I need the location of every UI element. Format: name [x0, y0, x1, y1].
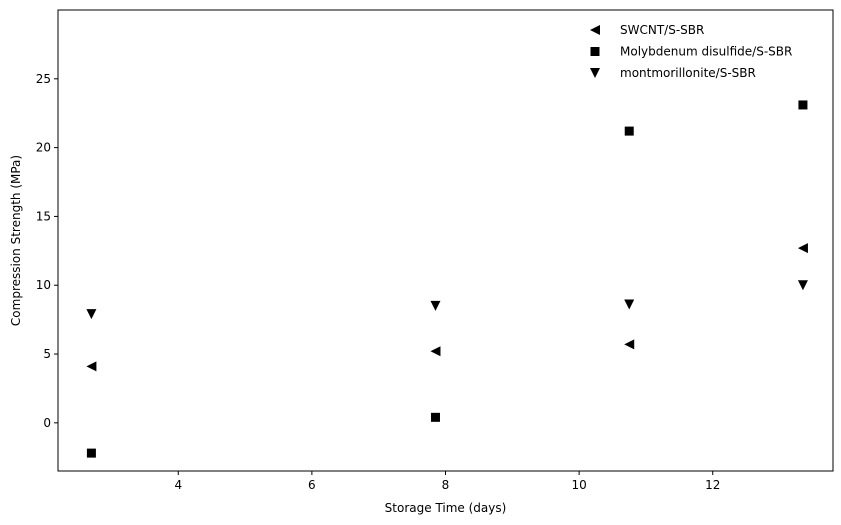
y-tick-label: 25	[36, 72, 51, 86]
legend-marker-square	[590, 47, 600, 56]
x-tick-label: 10	[571, 478, 586, 492]
y-tick-label: 0	[43, 416, 51, 430]
data-point-triangle-down	[624, 299, 635, 310]
y-tick-label: 20	[36, 141, 51, 155]
data-point-square	[430, 412, 440, 422]
legend: SWCNT/S-SBR Molybdenum disulfide/S-SBR mon…	[590, 23, 792, 80]
data-point-square	[798, 100, 808, 110]
y-tick-label: 5	[43, 347, 51, 361]
x-tick-label: 12	[705, 478, 720, 492]
data-point-triangle-left	[624, 339, 635, 350]
data-point-triangle-left	[797, 243, 808, 254]
data-point-square	[86, 448, 96, 458]
data-point-triangle-left	[86, 361, 97, 372]
data-point-triangle-down	[86, 309, 97, 320]
legend-label: montmorillonite/S-SBR	[620, 66, 756, 80]
legend-label: SWCNT/S-SBR	[620, 23, 704, 37]
x-axis-ticks: 4 6 8 10 12	[174, 471, 720, 492]
data-points	[86, 100, 808, 458]
data-point-triangle-left	[430, 346, 441, 357]
x-tick-label: 4	[174, 478, 182, 492]
y-axis-label: Compression Strength (MPa)	[9, 155, 23, 326]
y-tick-label: 10	[36, 278, 51, 292]
x-axis-label: Storage Time (days)	[385, 501, 507, 515]
data-point-triangle-down	[430, 300, 441, 311]
data-point-triangle-down	[797, 280, 808, 291]
y-tick-label: 15	[36, 209, 51, 223]
legend-marker-triangle-left	[590, 25, 600, 35]
legend-label: Molybdenum disulfide/S-SBR	[620, 45, 792, 59]
y-axis-ticks: 0 5 10 15 20 25	[36, 72, 58, 430]
x-tick-label: 6	[308, 478, 316, 492]
legend-marker-triangle-down	[590, 68, 600, 78]
data-point-square	[624, 126, 634, 136]
x-tick-label: 8	[442, 478, 450, 492]
